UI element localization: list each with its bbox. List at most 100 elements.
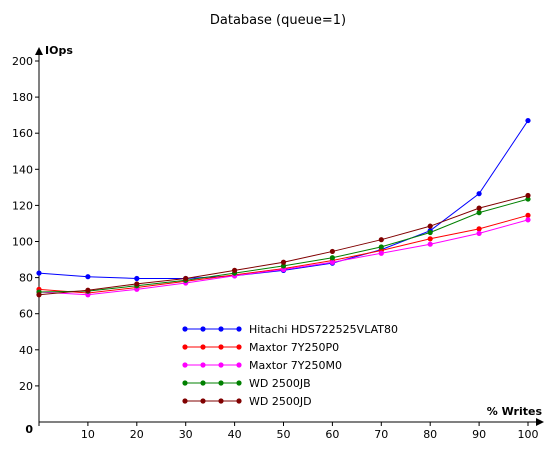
axes [35, 47, 544, 426]
y-tick-label: 100 [12, 236, 33, 249]
x-tick-label: 100 [518, 428, 539, 441]
data-point [476, 205, 482, 211]
legend-entry: Maxtor 7Y250P0 [182, 341, 339, 354]
y-axis-label: IOps [45, 44, 73, 57]
legend-marker [182, 362, 188, 368]
series-line [38, 214, 529, 294]
legend-entry: Hitachi HDS722525VLAT80 [182, 323, 398, 336]
legend: Hitachi HDS722525VLAT80 Maxtor 7Y250P0 Max… [182, 323, 398, 408]
data-point [525, 117, 531, 124]
data-point [134, 281, 140, 287]
chart-title: Database (queue=1) [210, 13, 346, 28]
legend-marker [182, 380, 188, 386]
legend-marker [218, 326, 224, 332]
data-point [36, 270, 42, 276]
data-point [85, 292, 91, 298]
data-point [329, 248, 335, 255]
legend-marker [200, 380, 206, 386]
series-3 [36, 196, 531, 295]
data-point [476, 191, 482, 197]
x-tick-label: 90 [472, 428, 486, 441]
x-tick-label: 50 [277, 428, 291, 441]
x-tick-label: 80 [423, 428, 437, 441]
legend-marker [182, 344, 188, 350]
data-point [183, 275, 189, 282]
legend-marker [236, 380, 242, 386]
legend-marker [200, 362, 206, 368]
data-point [85, 274, 91, 280]
y-tick-label: 180 [12, 91, 33, 104]
series-1 [36, 212, 531, 296]
legend-marker [218, 362, 224, 368]
data-point [232, 267, 238, 273]
data-point [329, 259, 335, 265]
legend-marker [236, 344, 242, 350]
data-point [427, 241, 433, 247]
data-point [427, 229, 433, 236]
data-point [525, 196, 531, 202]
legend-marker [182, 326, 188, 332]
legend-marker [218, 398, 224, 404]
data-point [525, 212, 531, 218]
legend-marker [236, 326, 242, 332]
legend-marker [200, 398, 206, 404]
y-tick-labels: 20 40 60 80 100 120 140 160 180 200 [12, 55, 33, 393]
y-tick-label: 160 [12, 127, 33, 140]
data-point [36, 292, 42, 298]
y-tick-label: 200 [12, 55, 33, 68]
series-line [38, 120, 529, 280]
x-tick-label: 40 [228, 428, 242, 441]
x-tick-label: 30 [179, 428, 193, 441]
legend-marker [182, 398, 188, 404]
data-point [476, 210, 482, 216]
y-axis-arrow [35, 47, 43, 55]
data-point [427, 223, 433, 229]
y-tick-label: 40 [19, 344, 33, 357]
series-line [38, 219, 529, 296]
data-point [378, 250, 384, 256]
origin-label: 0 [25, 423, 33, 436]
data-point [378, 244, 384, 250]
data-point [280, 259, 287, 265]
data-point [134, 286, 140, 292]
legend-label: Maxtor 7Y250M0 [249, 359, 342, 372]
y-tick-label: 140 [12, 163, 33, 176]
x-tick-label: 60 [325, 428, 339, 441]
legend-entry: WD 2500JB [182, 377, 311, 390]
legend-marker [218, 380, 224, 386]
y-tick-label: 120 [12, 199, 33, 212]
data-point [427, 236, 433, 242]
x-tick-label: 10 [81, 428, 95, 441]
data-point [85, 287, 91, 293]
y-tick-label: 60 [19, 308, 33, 321]
x-tick-label: 20 [130, 428, 144, 441]
legend-label: Maxtor 7Y250P0 [249, 341, 339, 354]
x-tick-label: 70 [374, 428, 388, 441]
y-tick-label: 80 [19, 272, 33, 285]
series-2 [36, 217, 531, 298]
series-4 [36, 192, 531, 298]
data-point [525, 192, 531, 199]
y-tick-label: 20 [19, 380, 33, 393]
data-point [280, 263, 287, 269]
legend-entry: WD 2500JD [182, 395, 312, 408]
data-point [378, 237, 384, 243]
series-line [38, 194, 529, 296]
series-group [36, 117, 531, 298]
data-point [476, 226, 482, 232]
legend-marker [200, 344, 206, 350]
legend-marker [236, 398, 242, 404]
legend-label: Hitachi HDS722525VLAT80 [249, 323, 398, 336]
legend-marker [218, 344, 224, 350]
data-point [329, 255, 335, 261]
x-tick-labels: 0 10 20 30 40 50 60 70 80 90 100 [25, 423, 538, 441]
x-axis-arrow [536, 418, 544, 426]
data-point [134, 275, 140, 282]
data-point [280, 266, 287, 273]
x-axis-label: % Writes [487, 405, 543, 418]
legend-marker [200, 326, 206, 332]
legend-entry: Maxtor 7Y250M0 [182, 359, 342, 372]
series-0 [36, 117, 531, 282]
legend-label: WD 2500JB [249, 377, 311, 390]
